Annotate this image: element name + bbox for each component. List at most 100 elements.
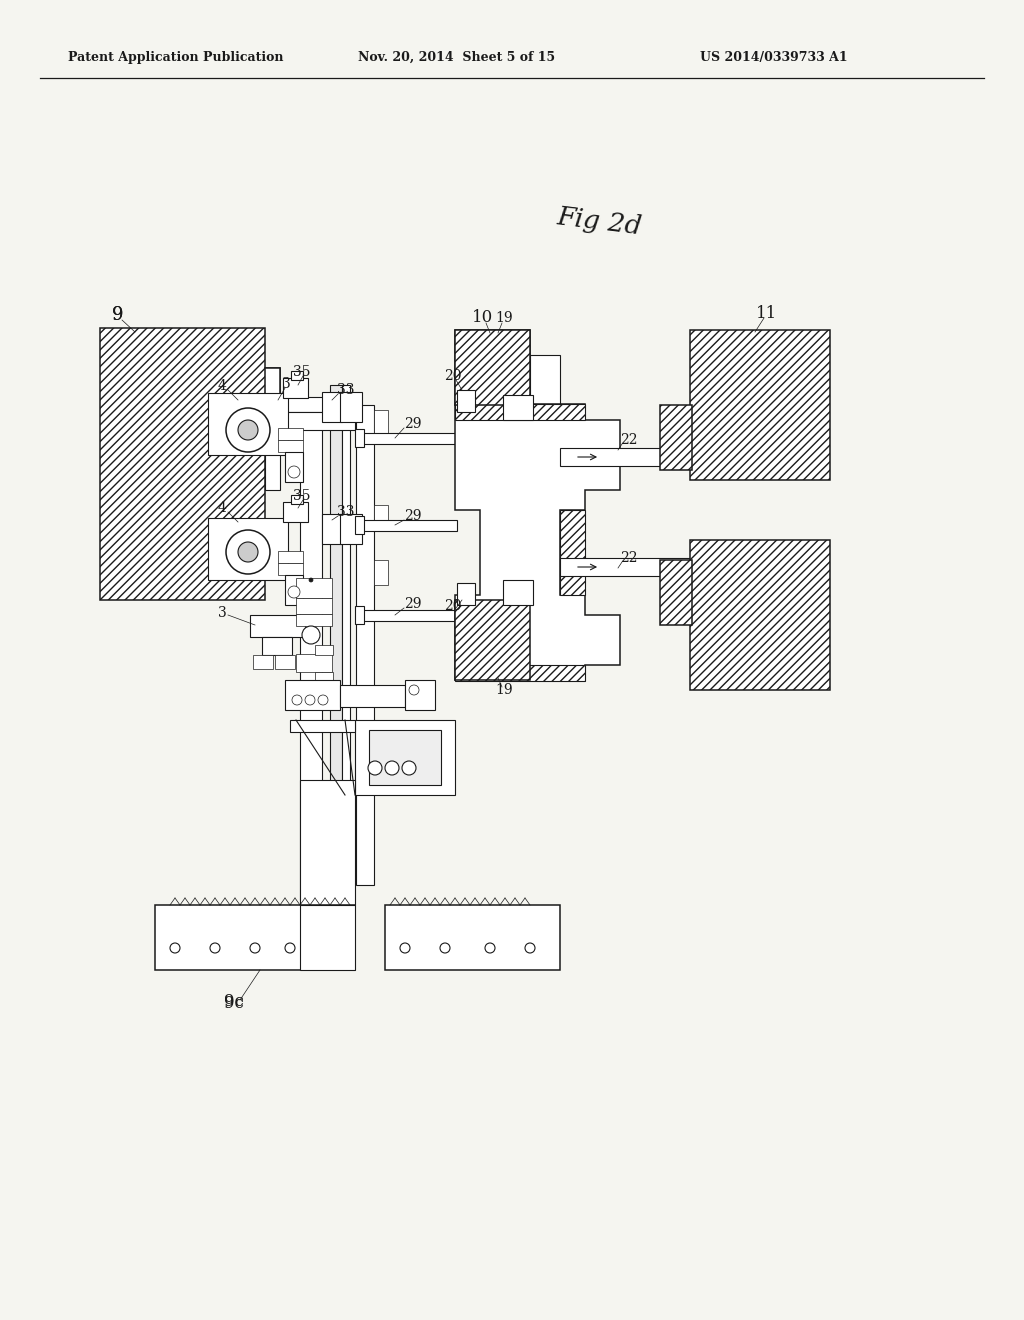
Bar [560,510,585,595]
Bar [342,385,350,895]
Circle shape [285,942,295,953]
Text: 19: 19 [495,312,513,325]
Bar [280,397,355,412]
Circle shape [292,696,302,705]
Circle shape [309,578,313,582]
Bar [355,606,364,624]
Circle shape [305,696,315,705]
Text: 19: 19 [495,682,513,697]
Bar [290,719,355,733]
Bar [285,576,303,605]
Bar [660,560,692,624]
Circle shape [302,626,319,644]
Bar [300,780,355,906]
Text: Nov. 20, 2014  Sheet 5 of 15: Nov. 20, 2014 Sheet 5 of 15 [358,50,555,63]
Bar [374,411,388,436]
Circle shape [485,942,495,953]
Bar [690,330,830,480]
Bar [340,685,406,708]
Text: 35: 35 [293,366,310,379]
Text: 20: 20 [444,370,462,383]
Text: 20: 20 [444,599,462,612]
Text: 29: 29 [404,510,422,523]
Bar [285,680,340,710]
Text: 11: 11 [756,305,777,322]
Bar [560,447,690,466]
Polygon shape [455,404,620,680]
Bar [385,906,560,970]
Circle shape [288,586,300,598]
Bar [278,440,303,451]
Text: US 2014/0339733 A1: US 2014/0339733 A1 [700,50,848,63]
Bar [457,389,475,412]
Bar [291,495,303,504]
Bar [530,355,560,405]
Bar [296,598,332,614]
Circle shape [400,942,410,953]
Bar [374,506,388,531]
Text: 4: 4 [218,502,227,515]
Text: 3: 3 [218,606,226,620]
Bar [265,436,280,490]
Circle shape [409,685,419,696]
Bar [315,645,333,655]
Text: 22: 22 [620,433,638,447]
Circle shape [226,531,270,574]
Bar [291,371,303,380]
Circle shape [525,942,535,953]
Circle shape [402,762,416,775]
Text: 35: 35 [293,488,310,503]
Bar [296,653,332,672]
Bar [340,392,362,422]
Bar [155,906,355,970]
Bar [369,730,441,785]
Bar [330,385,342,895]
Bar [300,906,355,970]
Bar [262,638,292,655]
Circle shape [368,762,382,775]
Bar [374,560,388,585]
Bar [362,433,457,444]
Bar [560,558,690,576]
Bar [296,578,332,598]
Circle shape [238,543,258,562]
Circle shape [210,942,220,953]
Bar [340,513,362,544]
Text: 10: 10 [472,309,494,326]
Bar [355,516,364,535]
Circle shape [440,942,450,953]
Text: 9c: 9c [224,994,244,1011]
Bar [275,655,295,669]
Bar [455,330,530,405]
Circle shape [250,942,260,953]
Text: Fig 2d: Fig 2d [555,205,643,240]
Text: 3: 3 [282,378,291,391]
Text: 33: 33 [337,506,354,519]
Text: Patent Application Publication: Patent Application Publication [68,50,284,63]
Circle shape [318,696,328,705]
Bar [455,665,585,681]
Bar [503,395,534,420]
Bar [690,540,830,690]
Circle shape [170,942,180,953]
Bar [278,428,303,440]
Bar [278,550,303,564]
Bar [322,513,342,544]
Circle shape [238,420,258,440]
Bar [322,392,342,422]
Bar [455,404,585,420]
Bar [503,579,534,605]
Bar [265,368,280,436]
Bar [315,672,333,682]
Bar [296,614,332,626]
Bar [253,655,273,669]
Bar [455,330,530,405]
Bar [208,393,288,455]
Bar [300,400,322,900]
Bar [355,719,455,795]
Circle shape [226,408,270,451]
Text: 33: 33 [337,383,354,397]
Text: 4: 4 [218,379,227,393]
Bar [457,583,475,605]
Bar [285,451,303,482]
